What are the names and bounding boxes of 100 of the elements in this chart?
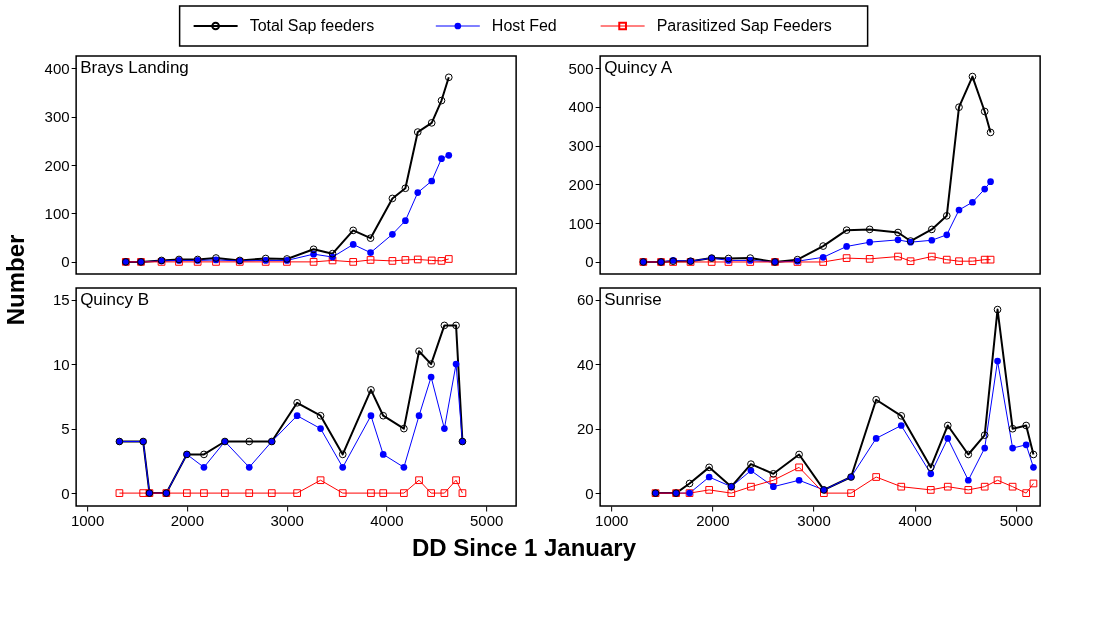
point: [819, 253, 827, 261]
point: [944, 435, 952, 442]
point: [349, 226, 358, 235]
point: [872, 473, 881, 481]
point: [338, 489, 347, 497]
point: [927, 470, 935, 478]
point: [927, 225, 936, 234]
point: [955, 257, 963, 266]
point: [705, 463, 714, 472]
legend-label: Parasitized Sap Feeders: [656, 17, 832, 34]
x-tick-label: 2000: [170, 511, 205, 529]
point: [221, 489, 229, 497]
y-tick-label: 400: [44, 59, 70, 77]
point: [795, 463, 803, 472]
point: [293, 489, 301, 497]
point: [267, 489, 276, 497]
point: [316, 411, 325, 420]
point: [986, 255, 995, 264]
x-tick-label: 5000: [470, 511, 504, 529]
chart-title: Quincy A: [604, 58, 673, 77]
point: [428, 177, 436, 185]
y-tick-label: 0: [61, 253, 70, 271]
point: [795, 476, 803, 484]
point: [415, 412, 423, 420]
point: [897, 422, 905, 429]
point: [980, 482, 989, 491]
point: [379, 411, 388, 420]
point: [769, 469, 778, 478]
point: [309, 245, 318, 254]
y-tick-label: 300: [568, 137, 594, 155]
point: [388, 194, 397, 203]
point: [309, 258, 318, 266]
point: [401, 256, 410, 264]
point: [865, 255, 874, 263]
point: [328, 256, 337, 265]
point: [1029, 450, 1038, 459]
point: [894, 228, 902, 237]
y-tick-label: 0: [61, 484, 70, 502]
point: [379, 451, 387, 458]
point: [400, 489, 408, 497]
point: [1029, 479, 1038, 488]
point: [349, 241, 357, 248]
point: [1008, 482, 1017, 491]
point: [440, 321, 449, 330]
point: [969, 198, 976, 206]
point: [964, 486, 973, 494]
point: [328, 249, 337, 258]
chart-title: Quincy B: [80, 290, 150, 309]
point: [872, 435, 880, 442]
point: [245, 437, 254, 446]
point: [338, 450, 347, 459]
y-tick-label: 400: [568, 98, 594, 116]
point: [955, 206, 963, 214]
point: [316, 476, 325, 485]
point: [367, 489, 375, 497]
point: [819, 242, 828, 250]
point: [980, 255, 989, 264]
point: [747, 482, 755, 491]
point: [964, 450, 973, 459]
point: [183, 489, 191, 497]
point: [367, 412, 375, 420]
point: [400, 424, 408, 433]
point: [994, 357, 1001, 365]
point: [339, 463, 347, 471]
x-tick-label: 5000: [999, 511, 1034, 529]
point: [367, 249, 374, 257]
point: [981, 444, 989, 452]
point: [367, 386, 375, 394]
point: [379, 489, 388, 497]
point: [437, 96, 446, 105]
point: [427, 373, 435, 381]
chart-title: Sunrise: [604, 290, 662, 309]
point: [438, 155, 445, 163]
point: [200, 489, 208, 497]
x-tick-label: 3000: [270, 511, 304, 529]
point: [441, 425, 448, 432]
point: [366, 234, 375, 242]
point: [440, 489, 449, 497]
point: [427, 256, 436, 265]
point: [906, 257, 915, 266]
x-tick-label: 1000: [595, 511, 629, 529]
point: [414, 189, 422, 196]
chart-title: Brays Landing: [80, 58, 189, 77]
point: [1009, 444, 1016, 452]
point: [1022, 421, 1031, 430]
point: [200, 463, 208, 471]
x-tick-label: 4000: [898, 511, 932, 529]
point: [685, 479, 694, 488]
point: [968, 257, 977, 266]
point: [980, 431, 989, 440]
point: [402, 217, 409, 225]
point: [115, 489, 124, 497]
point: [705, 473, 713, 481]
point: [926, 486, 935, 494]
point: [943, 231, 951, 239]
point: [400, 463, 408, 471]
point: [986, 128, 995, 137]
point: [401, 184, 410, 193]
y-tick-label: 60: [576, 291, 594, 309]
point: [452, 476, 460, 485]
